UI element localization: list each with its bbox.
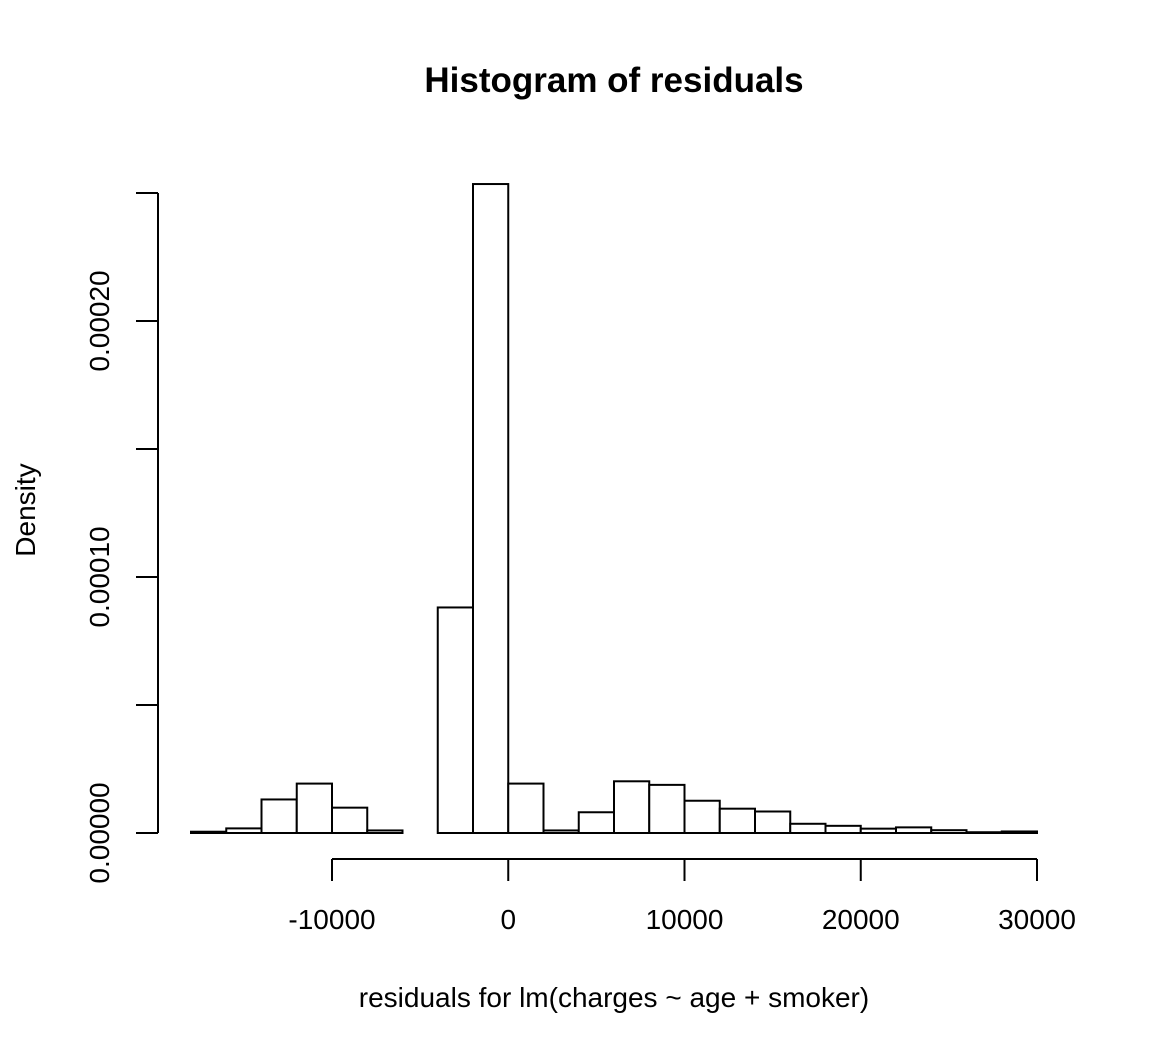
histogram-bar xyxy=(718,807,756,834)
y-axis-label: Density xyxy=(10,463,41,556)
histogram-bar xyxy=(789,822,827,835)
histogram-bar xyxy=(472,183,510,835)
histogram-bar xyxy=(436,606,474,835)
histogram-bar xyxy=(507,782,545,835)
histogram-bar xyxy=(930,829,968,834)
histogram-bar xyxy=(859,827,897,835)
x-tick-label: 30000 xyxy=(998,904,1076,935)
histogram-bar xyxy=(295,782,333,835)
histogram-bar xyxy=(542,829,580,835)
x-axis: -10000 0 10000 20000 30000 xyxy=(288,858,1076,935)
histogram-bar xyxy=(331,806,369,834)
y-axis: 0.00000 0.00010 0.00020 xyxy=(84,192,159,884)
x-tick-label: 10000 xyxy=(646,904,724,935)
y-tick-label: 0.00010 xyxy=(84,526,115,627)
histogram-bar xyxy=(613,780,651,834)
histogram-bar xyxy=(754,810,792,834)
histogram-bar xyxy=(577,811,615,835)
histogram-bar xyxy=(683,799,721,834)
y-tick-label: 0.00000 xyxy=(84,782,115,883)
histogram-bar xyxy=(965,831,1003,834)
x-tick-label: -10000 xyxy=(288,904,375,935)
histogram-bar xyxy=(648,783,686,834)
histogram-bar xyxy=(260,798,298,835)
x-tick-label: 20000 xyxy=(822,904,900,935)
histogram-bar xyxy=(366,829,404,835)
histogram-bar xyxy=(1000,830,1038,835)
y-tick-label: 0.00020 xyxy=(84,270,115,371)
histogram-bar xyxy=(190,830,228,834)
x-tick-label: 0 xyxy=(500,904,516,935)
histogram-bars xyxy=(190,183,1038,835)
histogram-bar xyxy=(895,826,933,834)
histogram-bar xyxy=(824,824,862,835)
chart-title: Histogram of residuals xyxy=(424,61,803,100)
x-axis-label: residuals for lm(charges ~ age + smoker) xyxy=(359,982,869,1013)
histogram-bar xyxy=(225,827,263,835)
